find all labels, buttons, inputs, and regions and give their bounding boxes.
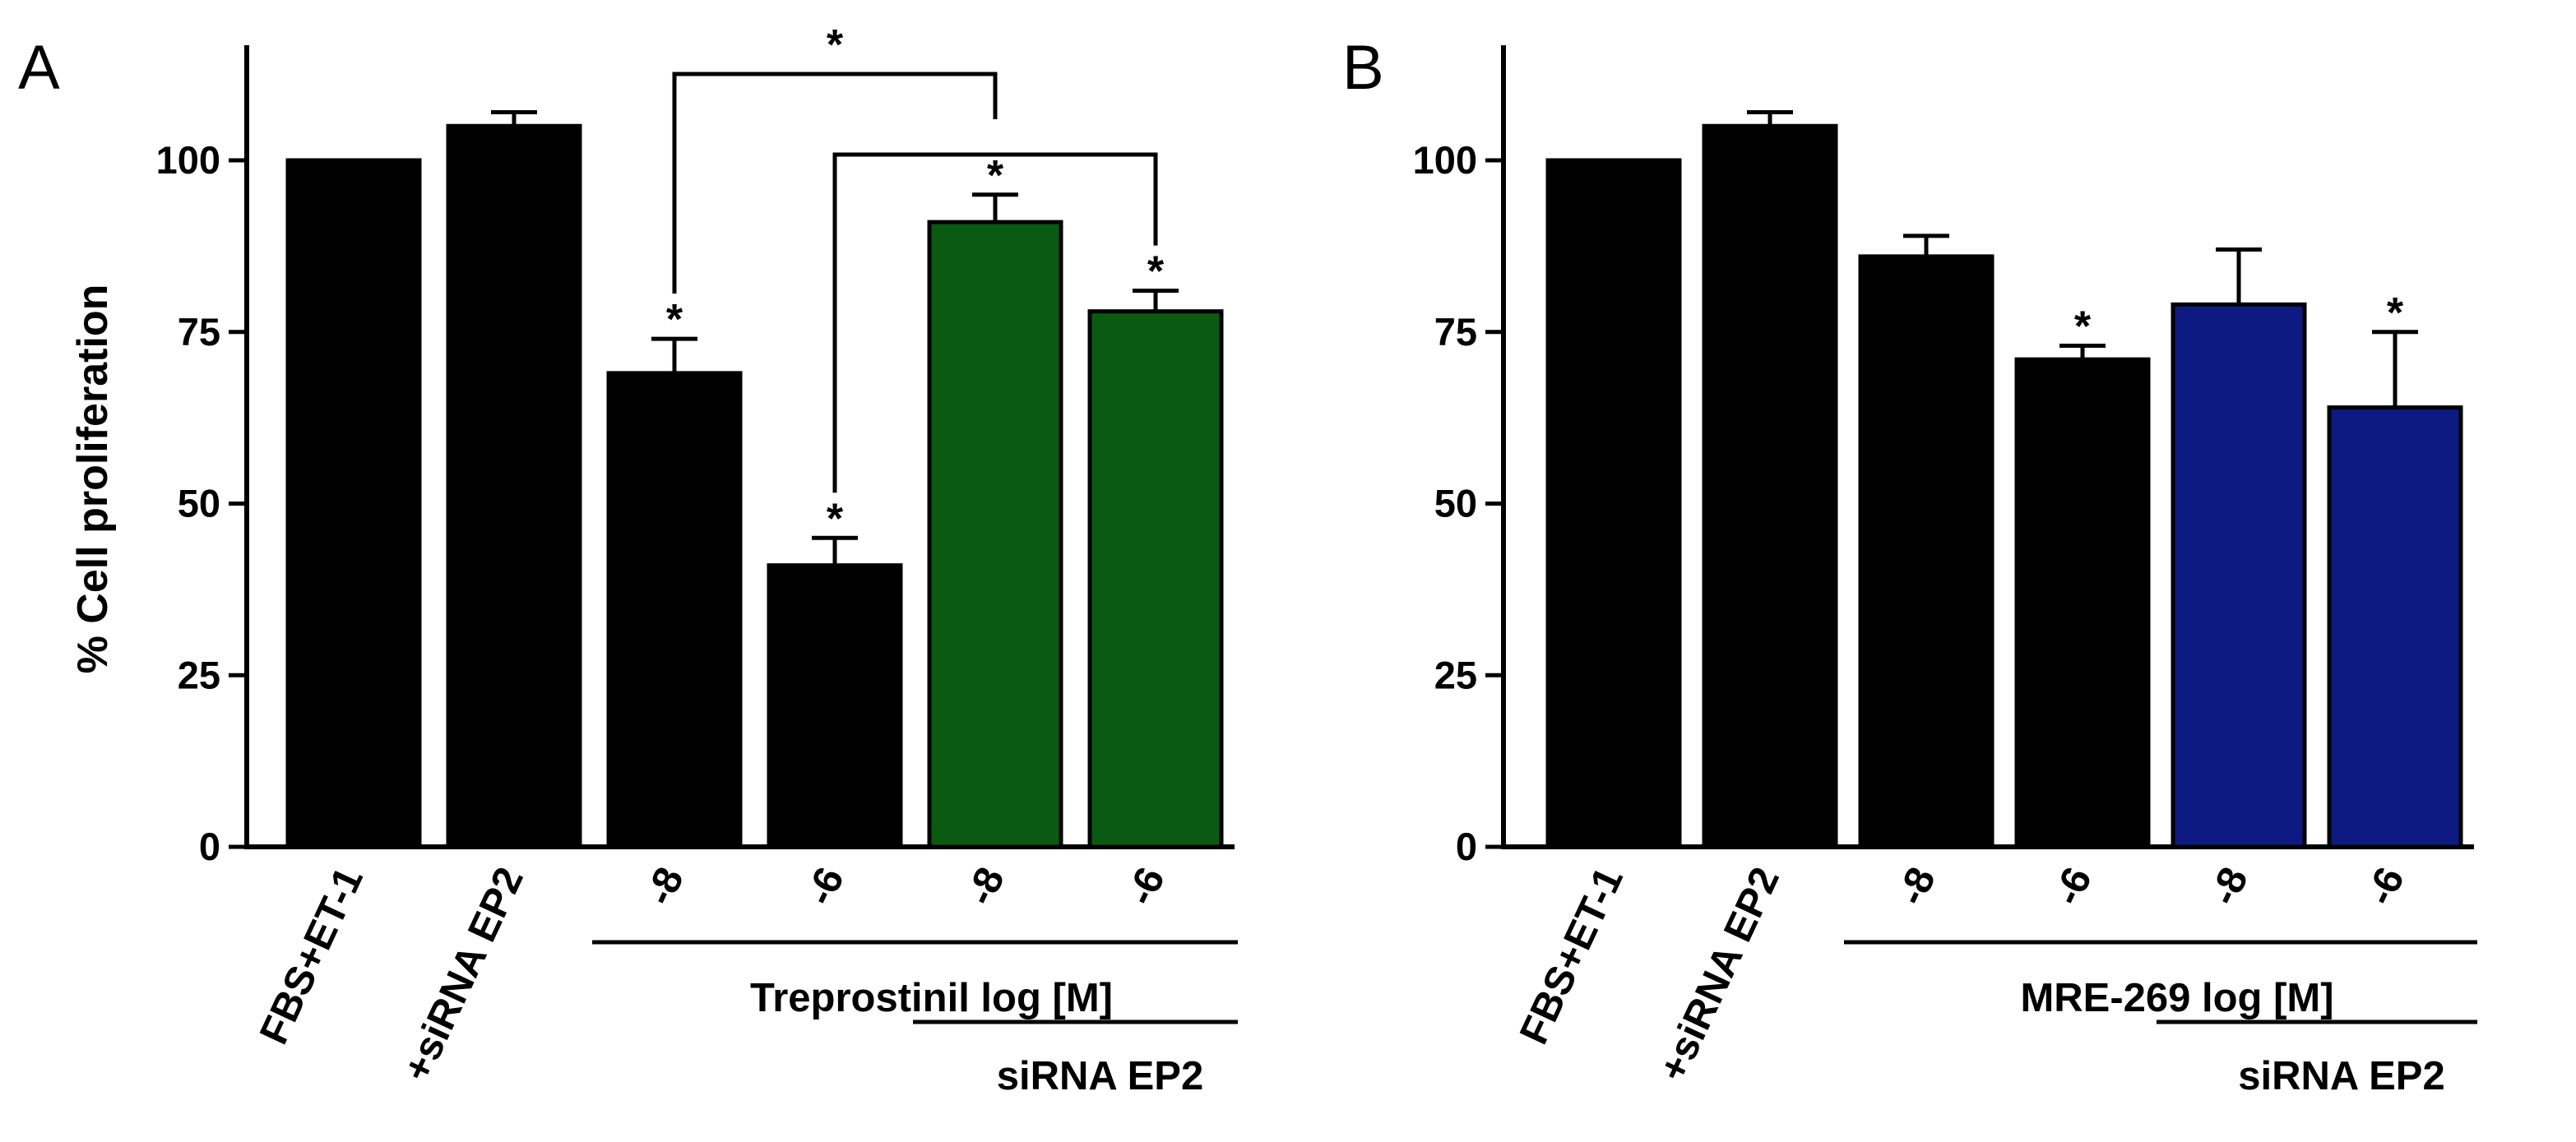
category-label: FBS+ET-1 (1512, 861, 1632, 1051)
significance-star: * (2074, 303, 2092, 350)
bar (446, 123, 582, 849)
bar (2327, 405, 2463, 849)
y-tick-label: 50 (1434, 482, 1477, 525)
category-label: +siRNA EP2 (395, 861, 532, 1089)
bar (927, 220, 1063, 849)
group-label: MRE-269 log [M] (2020, 976, 2333, 1020)
bar (1858, 254, 1995, 849)
category-label: -8 (637, 861, 693, 912)
chart-panel-a: A 0 25 50 75 100 % Cell proliferation FBS+ET-1 +… (18, 21, 1238, 1098)
y-tick-label: 0 (199, 825, 220, 868)
panel-label: A (18, 33, 60, 103)
significance-star: * (666, 296, 683, 344)
panel-label: B (1342, 33, 1384, 103)
significance-star: * (2387, 289, 2404, 337)
chart-panel-b: B 0 25 50 75 100 FBS+ET-1 +siRNA EP2 -8 * -6 -8 * -6 M… (1342, 33, 2477, 1098)
bracket-star: * (827, 21, 844, 69)
significance-bracket (672, 72, 998, 294)
y-axis-label: % Cell proliferation (69, 284, 117, 674)
group-label: Treprostinil log [M] (750, 976, 1113, 1020)
y-tick-label: 75 (1434, 310, 1477, 354)
bar (285, 158, 422, 849)
bar (606, 371, 743, 849)
bar (2171, 302, 2307, 849)
y-tick-label: 100 (156, 138, 220, 182)
category-label: -6 (2046, 861, 2101, 912)
category-label: -6 (798, 861, 853, 912)
group-label: siRNA EP2 (997, 1054, 1203, 1098)
category-label: -8 (1889, 861, 1944, 912)
category-label: -6 (1119, 861, 1174, 912)
y-tick-label: 0 (1456, 825, 1477, 868)
bar (767, 563, 903, 849)
y-tick-label: 100 (1413, 138, 1477, 182)
category-label: -6 (2358, 861, 2413, 912)
y-tick-label: 25 (1434, 653, 1477, 696)
category-label: -8 (2202, 861, 2257, 912)
y-tick-label: 50 (178, 482, 220, 525)
y-tick-label: 25 (178, 653, 220, 696)
bar (1087, 309, 1224, 849)
significance-star: * (827, 495, 844, 543)
bar (2014, 357, 2151, 849)
significance-star: * (987, 152, 1004, 200)
significance-star: * (1147, 248, 1165, 296)
category-label: +siRNA EP2 (1651, 861, 1788, 1089)
y-tick-label: 75 (178, 310, 220, 354)
category-label: FBS+ET-1 (252, 861, 372, 1051)
category-label: -8 (958, 861, 1013, 912)
bar (1702, 123, 1838, 849)
group-label: siRNA EP2 (2238, 1054, 2444, 1098)
significance-bracket (832, 152, 1158, 493)
bar (1545, 158, 1682, 849)
